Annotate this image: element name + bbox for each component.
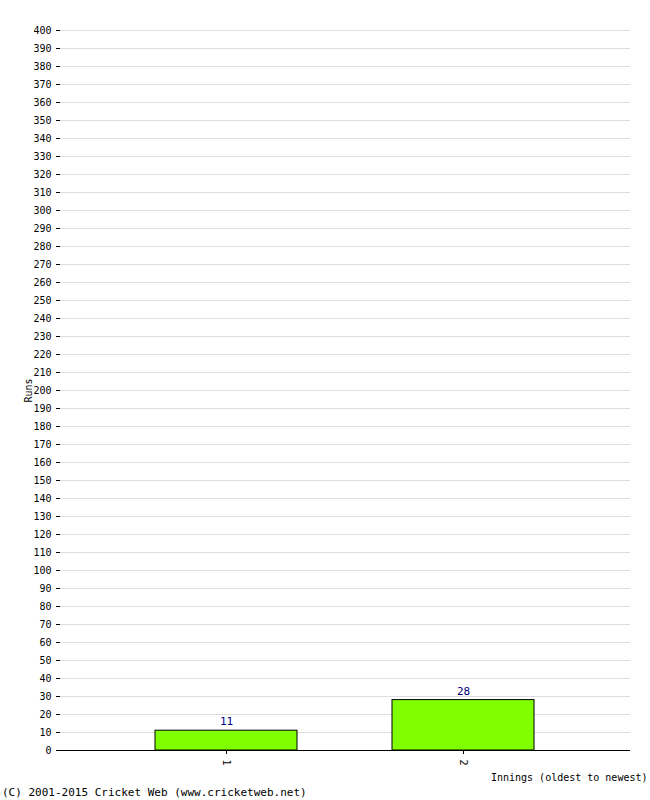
svg-text:340: 340 bbox=[33, 133, 51, 144]
svg-text:290: 290 bbox=[33, 223, 51, 234]
svg-text:250: 250 bbox=[33, 295, 51, 306]
html-text:(C) 2001-2015 Cricket Web (www: (C) 2001-2015 Cricket Web (www.cricketwe… bbox=[2, 786, 307, 799]
svg-text:170: 170 bbox=[33, 439, 51, 450]
svg-text:380: 380 bbox=[33, 61, 51, 72]
svg-text:140: 140 bbox=[33, 493, 51, 504]
svg-text:280: 280 bbox=[33, 241, 51, 252]
svg-text:50: 50 bbox=[39, 655, 51, 666]
svg-text:160: 160 bbox=[33, 457, 51, 468]
svg-text:350: 350 bbox=[33, 115, 51, 126]
svg-text:330: 330 bbox=[33, 151, 51, 162]
svg-text:20: 20 bbox=[39, 709, 51, 720]
svg-text:190: 190 bbox=[33, 403, 51, 414]
svg-text:0: 0 bbox=[45, 745, 51, 756]
svg-text:270: 270 bbox=[33, 259, 51, 270]
svg-text:120: 120 bbox=[33, 529, 51, 540]
svg-text:Innings (oldest to newest): Innings (oldest to newest) bbox=[491, 772, 648, 783]
svg-text:80: 80 bbox=[39, 601, 51, 612]
svg-text:10: 10 bbox=[39, 727, 51, 738]
svg-text:320: 320 bbox=[33, 169, 51, 180]
svg-text:200: 200 bbox=[33, 385, 51, 396]
svg-text:260: 260 bbox=[33, 277, 51, 288]
svg-text:110: 110 bbox=[33, 547, 51, 558]
svg-text:400: 400 bbox=[33, 25, 51, 36]
svg-text:150: 150 bbox=[33, 475, 51, 486]
svg-text:40: 40 bbox=[39, 673, 51, 684]
svg-text:130: 130 bbox=[33, 511, 51, 522]
svg-text:90: 90 bbox=[39, 583, 51, 594]
svg-text:210: 210 bbox=[33, 367, 51, 378]
svg-text:220: 220 bbox=[33, 349, 51, 360]
svg-text:Runs: Runs bbox=[23, 378, 34, 402]
svg-text:11: 11 bbox=[220, 715, 233, 728]
svg-text:240: 240 bbox=[33, 313, 51, 324]
svg-text:60: 60 bbox=[39, 637, 51, 648]
svg-text:30: 30 bbox=[39, 691, 51, 702]
svg-text:70: 70 bbox=[39, 619, 51, 630]
svg-text:360: 360 bbox=[33, 97, 51, 108]
svg-text:2: 2 bbox=[458, 760, 469, 766]
svg-text:28: 28 bbox=[457, 685, 470, 698]
svg-text:100: 100 bbox=[33, 565, 51, 576]
svg-text:390: 390 bbox=[33, 43, 51, 54]
svg-text:370: 370 bbox=[33, 79, 51, 90]
svg-text:310: 310 bbox=[33, 187, 51, 198]
svg-text:300: 300 bbox=[33, 205, 51, 216]
svg-text:230: 230 bbox=[33, 331, 51, 342]
svg-text:1: 1 bbox=[221, 760, 232, 766]
svg-text:180: 180 bbox=[33, 421, 51, 432]
